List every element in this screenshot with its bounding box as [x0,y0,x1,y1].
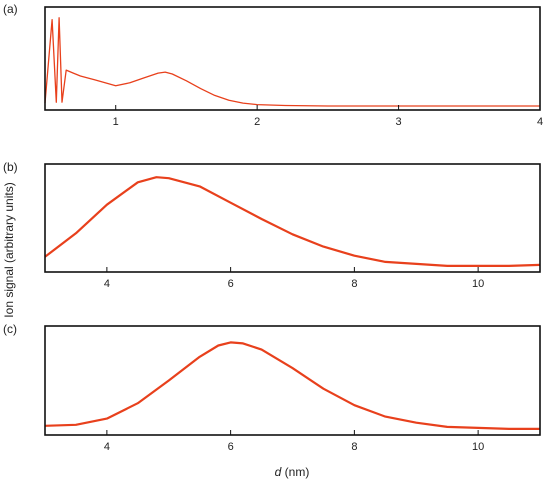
panel-c-label: (c) [3,322,17,336]
panel-a: (a) 1 2 3 4 [3,2,543,128]
panel-a-x-tick-label: 2 [254,116,260,128]
x-axis-unit: (nm) [281,465,309,479]
panel-b-frame [44,163,541,273]
y-axis-title: Ion signal (arbitrary units) [2,182,16,317]
panel-b-label: (b) [3,160,18,174]
panel-b: (b) 4 6 8 10 [3,160,541,290]
panel-b-x-tick-label: 6 [228,278,234,290]
panel-c-x-tick-label: 6 [228,441,234,453]
panel-b-x-tick-label: 10 [472,278,484,290]
panel-c-series-line [44,341,540,430]
panel-a-frame [44,6,541,111]
panel-c: (c) 4 6 8 10 [3,322,541,453]
panel-c-x-tick-label: 10 [472,441,484,453]
panel-a-x-tick-label: 1 [113,116,119,128]
panel-a-label: (a) [3,2,18,16]
panel-a-series-line [44,17,540,107]
panel-b-x-tick-label: 4 [104,278,110,290]
panel-b-x-tick-label: 8 [351,278,357,290]
x-axis-variable: d [275,465,282,479]
panel-a-x-tick-label: 4 [537,116,543,128]
panel-c-x-tick-label: 4 [104,441,110,453]
panel-c-x-tick-label: 8 [351,441,357,453]
panel-a-x-tick-label: 3 [396,116,402,128]
x-axis-title: d (nm) [275,465,310,479]
panel-b-series-line [44,176,541,267]
panel-c-frame [44,325,541,436]
